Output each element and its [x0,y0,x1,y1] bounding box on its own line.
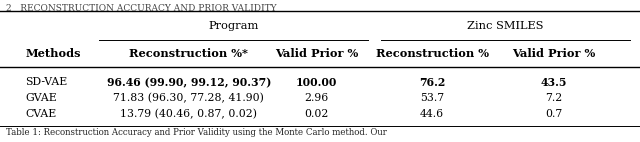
Text: 7.2: 7.2 [545,93,562,103]
Text: Zinc SMILES: Zinc SMILES [467,21,544,31]
Text: 71.83 (96.30, 77.28, 41.90): 71.83 (96.30, 77.28, 41.90) [113,93,264,103]
Text: SD-VAE: SD-VAE [26,77,68,87]
Text: Program: Program [209,21,259,31]
Text: 100.00: 100.00 [296,77,337,88]
Text: 2   RECONSTRUCTION ACCURACY AND PRIOR VALIDITY: 2 RECONSTRUCTION ACCURACY AND PRIOR VALI… [6,4,277,12]
Text: 76.2: 76.2 [419,77,445,88]
Text: Reconstruction %*: Reconstruction %* [129,48,248,59]
Text: CVAE: CVAE [26,109,57,119]
Text: Methods: Methods [26,48,81,59]
Text: 2.96: 2.96 [305,93,329,103]
Text: 53.7: 53.7 [420,93,444,103]
Text: Table 1: Reconstruction Accuracy and Prior Validity using the Monte Carlo method: Table 1: Reconstruction Accuracy and Pri… [6,128,387,137]
Text: 43.5: 43.5 [540,77,567,88]
Text: 44.6: 44.6 [420,109,444,119]
Text: 0.02: 0.02 [305,109,329,119]
Text: 96.46 (99.90, 99.12, 90.37): 96.46 (99.90, 99.12, 90.37) [107,77,271,88]
Text: 0.7: 0.7 [545,109,562,119]
Text: 13.79 (40.46, 0.87, 0.02): 13.79 (40.46, 0.87, 0.02) [120,108,257,119]
Text: Valid Prior %: Valid Prior % [512,48,595,59]
Text: Reconstruction %: Reconstruction % [376,48,488,59]
Text: GVAE: GVAE [26,93,58,103]
Text: Valid Prior %: Valid Prior % [275,48,358,59]
